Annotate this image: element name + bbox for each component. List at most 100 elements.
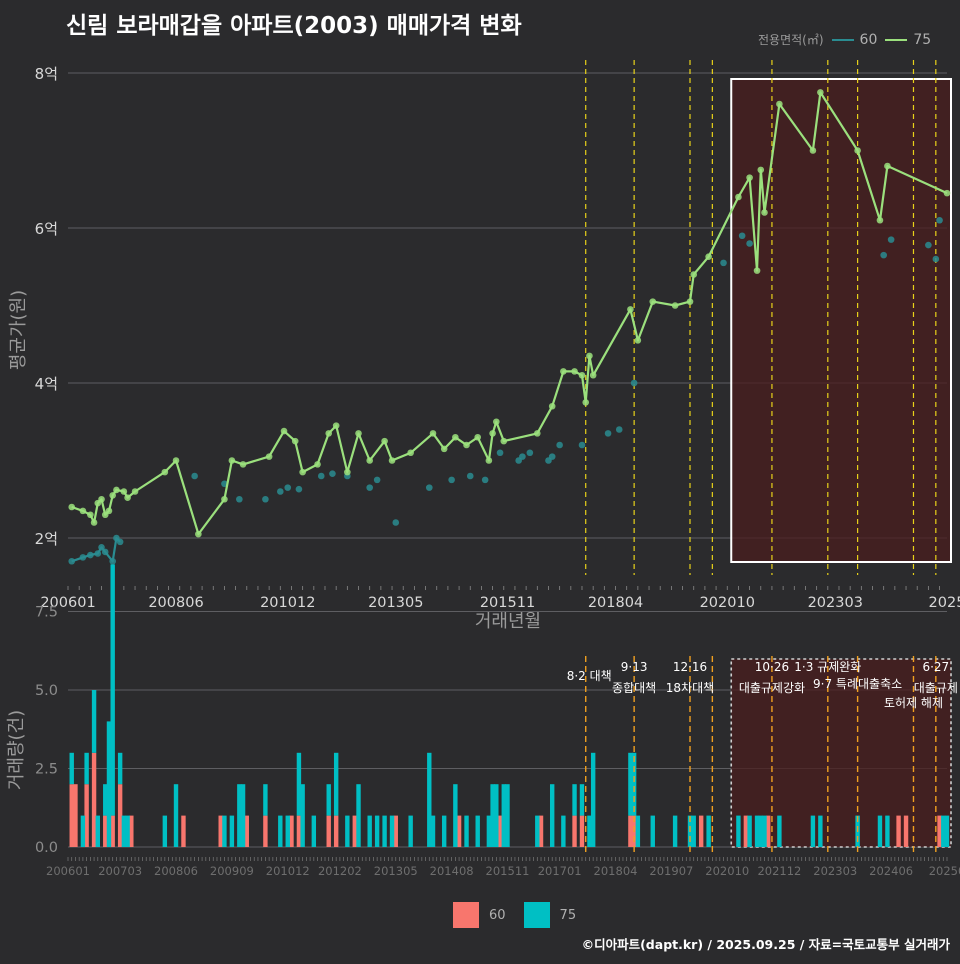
volume-bar-75-30 — [389, 815, 395, 847]
price-point-60-21 — [392, 519, 400, 526]
volume-y-tick-3: 7.5 — [35, 605, 58, 621]
price-x-axis-label: 거래년월 — [475, 611, 541, 632]
price-point-60-23 — [448, 476, 455, 484]
volume-bar-60-16 — [352, 815, 357, 847]
price-point-60-19 — [366, 484, 373, 491]
legend-swatch-60 — [453, 902, 479, 928]
price-legend-label-60: 60 — [859, 31, 878, 48]
volume-bar-75-64 — [810, 815, 816, 847]
policy-annotation-6: 토허제 해제 — [884, 696, 943, 710]
volume-x-tick-16: 20250 — [929, 864, 960, 878]
price-y-axis-label: 평균가(원) — [8, 290, 29, 370]
price-point-60-38 — [738, 232, 746, 240]
price-y-tick-3: 8억 — [35, 65, 58, 83]
volume-bar-60-22 — [579, 815, 585, 847]
price-point-60-39 — [746, 240, 753, 247]
volume-bar-60-0 — [69, 784, 74, 847]
volume-legend: 60 75 — [453, 902, 594, 928]
volume-bar-60-13 — [296, 815, 302, 847]
volume-bar-75-35 — [453, 784, 458, 847]
volume-bar-75-49 — [590, 752, 596, 847]
volume-bar-60-9 — [218, 815, 223, 847]
volume-bar-60-12 — [289, 815, 294, 847]
volume-bar-75-67 — [877, 815, 883, 847]
volume-bar-60-29 — [903, 815, 909, 847]
volume-x-tick-5: 201202 — [318, 864, 362, 878]
volume-bar-75-10 — [125, 815, 130, 847]
price-point-60-31 — [548, 453, 556, 460]
price-point-60-32 — [556, 441, 563, 449]
price-point-60-36 — [630, 379, 638, 387]
volume-bar-75-48 — [587, 815, 592, 847]
price-point-60-44 — [936, 216, 943, 224]
volume-bar-60-10 — [244, 815, 249, 847]
volume-bar-75-52 — [635, 815, 641, 847]
volume-bar-75-17 — [263, 784, 268, 816]
volume-bar-75-63 — [777, 815, 782, 847]
volume-bar-75-3 — [91, 690, 97, 753]
volume-x-tick-4: 201012 — [266, 864, 310, 878]
volume-bar-75-37 — [475, 815, 480, 847]
price-point-60-29 — [526, 449, 534, 457]
volume-bar-75-29 — [382, 815, 387, 847]
policy-annotation-0: 8·2 대책 — [567, 668, 612, 683]
volume-bar-60-27 — [766, 815, 771, 847]
price-point-60-37 — [720, 259, 727, 267]
price-x-tick-4: 201511 — [480, 595, 535, 611]
volume-bar-60-21 — [572, 815, 577, 847]
volume-bar-75-36 — [464, 815, 469, 847]
policy-annotation-2-label: 18차대책 — [666, 680, 714, 695]
policy-annotation-7-label: 대출규제 — [914, 681, 958, 695]
volume-bar-60-8 — [181, 815, 186, 847]
volume-y-tick-1: 2.5 — [35, 762, 58, 778]
price-x-tick-5: 201804 — [588, 595, 643, 611]
volume-bar-75-9 — [121, 815, 127, 847]
volume-x-tick-7: 201408 — [430, 864, 474, 878]
price-highlight-box — [730, 78, 952, 563]
price-point-60-26 — [496, 449, 504, 457]
price-point-60-9 — [191, 472, 198, 480]
volume-bar-60-19 — [497, 815, 503, 847]
volume-bar-75-23 — [326, 784, 331, 816]
volume-bar-60-20 — [538, 815, 544, 847]
volume-bar-60-3 — [91, 752, 97, 847]
policy-annotation-3-label: 대출규제강화 — [739, 681, 805, 695]
volume-y-tick-0: 0.0 — [35, 840, 58, 856]
volume-bar-75-34 — [441, 815, 447, 847]
volume-x-tick-0: 200601 — [46, 864, 90, 878]
price-point-60-17 — [329, 470, 336, 477]
volume-legend-label-60: 60 — [489, 907, 506, 923]
volume-bar-75-51 — [631, 752, 637, 816]
volume-bar-75-45 — [561, 815, 566, 847]
volume-x-tick-15: 202406 — [869, 864, 913, 878]
price-x-tick-3: 201305 — [368, 595, 423, 611]
price-x-tick-7: 202303 — [808, 595, 863, 611]
policy-annotation-3-date: 10·26 — [755, 660, 789, 674]
price-x-tick-0: 200601 — [40, 595, 95, 611]
volume-bar-60-1 — [73, 784, 78, 847]
volume-bar-75-14 — [229, 815, 235, 847]
price-point-60-28 — [519, 453, 526, 460]
policy-annotation-4: 1·3 규제완화 — [794, 660, 861, 674]
volume-bar-75-7 — [110, 564, 115, 816]
price-x-tick-8: 2025 — [929, 595, 960, 611]
legend-swatch-75 — [523, 902, 550, 928]
policy-annotation-1-label: 종합대책 — [612, 680, 656, 695]
price-point-60-13 — [277, 488, 284, 495]
volume-x-tick-6: 201305 — [374, 864, 418, 878]
price-legend: 전용면적(㎡) 60 75 — [758, 31, 931, 48]
price-y-tick-1: 4억 — [35, 375, 58, 393]
volume-bar-75-6 — [106, 721, 112, 847]
volume-bar-75-46 — [572, 784, 577, 816]
volume-bar-60-4 — [103, 815, 108, 847]
volume-bar-75-33 — [430, 815, 436, 847]
volume-bar-75-26 — [356, 784, 361, 847]
volume-x-tick-13: 202112 — [757, 864, 801, 878]
volume-x-tick-11: 201907 — [649, 864, 693, 878]
volume-bar-75-18 — [278, 815, 283, 847]
volume-bar-75-38 — [486, 815, 492, 847]
volume-bar-75-22 — [311, 815, 317, 847]
volume-bar-60-18 — [456, 815, 462, 847]
price-point-60-14 — [284, 484, 292, 491]
price-point-60-35 — [615, 426, 623, 433]
